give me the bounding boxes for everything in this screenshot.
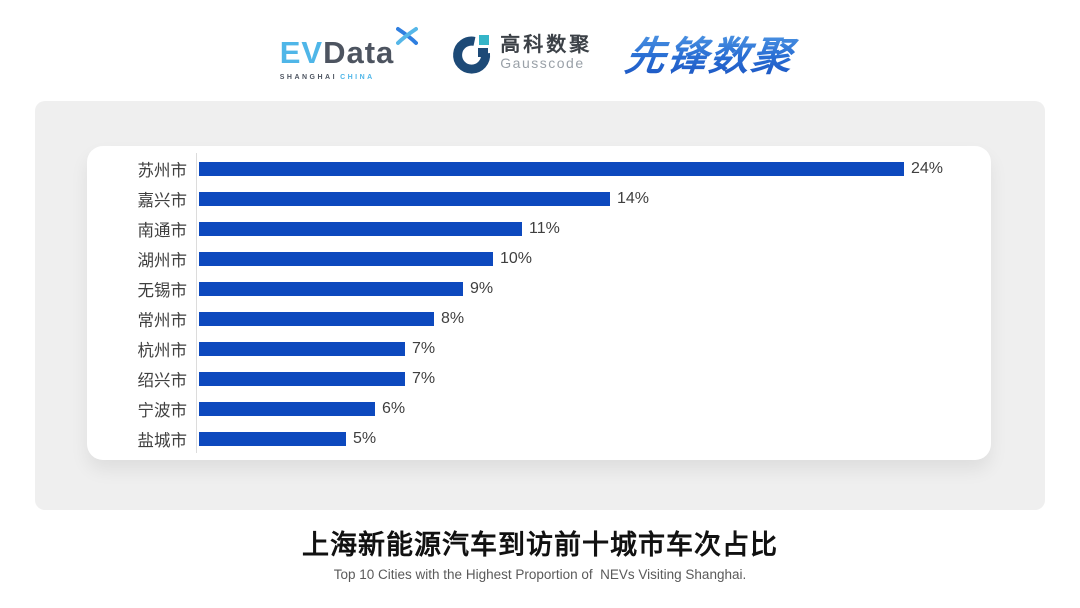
chart-bar-row: 盐城市 5%: [87, 424, 991, 454]
evdata-wordmark: EV Data: [280, 26, 419, 68]
chart-bar-row: 无锡市 9%: [87, 274, 991, 304]
value-label: 6%: [382, 400, 406, 417]
bar: [199, 402, 375, 416]
city-label: 盐城市: [137, 432, 188, 450]
evdata-data-text: Data: [323, 34, 395, 70]
value-label: 9%: [470, 280, 494, 297]
city-label: 苏州市: [137, 162, 188, 180]
chart-bar-row: 宁波市 6%: [87, 394, 991, 424]
chart-bar-row: 嘉兴市 14%: [87, 184, 991, 214]
chart-bar-row: 绍兴市 7%: [87, 364, 991, 394]
chart-bar-row: 杭州市 7%: [87, 334, 991, 364]
city-label: 无锡市: [137, 282, 188, 300]
gausscode-g-icon: [453, 35, 491, 74]
evdata-subtext: SHANGHAI CHINA: [280, 74, 419, 81]
chart-title: 上海新能源汽车到访前十城市车次占比: [302, 530, 778, 560]
bar: [199, 342, 405, 356]
header-logos: EV Data SHANGHAI CHINA 高科数聚 Gausscode 先锋数聚: [0, 16, 1080, 90]
evdata-china-text: CHINA: [340, 73, 375, 81]
chart-bar-row: 湖州市 10%: [87, 244, 991, 274]
bar: [199, 432, 346, 446]
gausscode-text: 高科数聚 Gausscode: [500, 34, 592, 71]
value-label: 7%: [412, 340, 436, 357]
value-label: 7%: [412, 370, 436, 387]
value-label: 11%: [529, 220, 560, 237]
chart-card: 苏州市 24% 嘉兴市 14% 南通市 11% 湖州市 10% 无锡市 9% 常州市 8% 杭州市 7% 绍…: [87, 146, 991, 460]
bar: [199, 372, 405, 386]
bar: [199, 162, 904, 176]
city-label: 绍兴市: [137, 372, 188, 390]
chart-subtitle: Top 10 Cities with the Highest Proportio…: [333, 567, 747, 583]
evdata-x-icon: [396, 26, 419, 45]
gausscode-logo: 高科数聚 Gausscode: [452, 32, 592, 74]
value-label: 14%: [617, 190, 650, 207]
xianfeng-shuju-logo: 先锋数聚: [622, 24, 804, 82]
value-label: 10%: [500, 250, 533, 267]
chart-bar-row: 常州市 8%: [87, 304, 991, 334]
gausscode-en-text: Gausscode: [500, 55, 585, 72]
evdata-logo: EV Data SHANGHAI CHINA: [280, 26, 419, 81]
chart-bar-row: 苏州市 24%: [87, 154, 991, 184]
value-label: 24%: [911, 160, 944, 177]
city-label: 嘉兴市: [137, 192, 188, 210]
value-label: 8%: [441, 310, 465, 327]
city-label: 常州市: [137, 312, 188, 330]
bar: [199, 252, 493, 266]
city-label: 南通市: [137, 222, 188, 240]
city-label: 湖州市: [137, 252, 188, 270]
bar: [199, 312, 434, 326]
bar-chart: 苏州市 24% 嘉兴市 14% 南通市 11% 湖州市 10% 无锡市 9% 常州市 8% 杭州市 7% 绍…: [87, 146, 991, 460]
value-label: 5%: [353, 430, 377, 447]
bar: [199, 282, 463, 296]
bar: [199, 222, 522, 236]
evdata-shanghai-text: SHANGHAI: [279, 73, 338, 81]
y-axis-line: [196, 153, 197, 453]
chart-bar-row: 南通市 11%: [87, 214, 991, 244]
caption-block: 上海新能源汽车到访前十城市车次占比 Top 10 Cities with the…: [0, 529, 1080, 582]
gausscode-cn-text: 高科数聚: [500, 34, 593, 57]
city-label: 杭州市: [137, 342, 188, 360]
city-label: 宁波市: [137, 402, 188, 420]
chart-panel: 苏州市 24% 嘉兴市 14% 南通市 11% 湖州市 10% 无锡市 9% 常州市 8% 杭州市 7% 绍…: [35, 101, 1045, 510]
evdata-ev-text: EV: [279, 34, 324, 70]
bar: [199, 192, 610, 206]
